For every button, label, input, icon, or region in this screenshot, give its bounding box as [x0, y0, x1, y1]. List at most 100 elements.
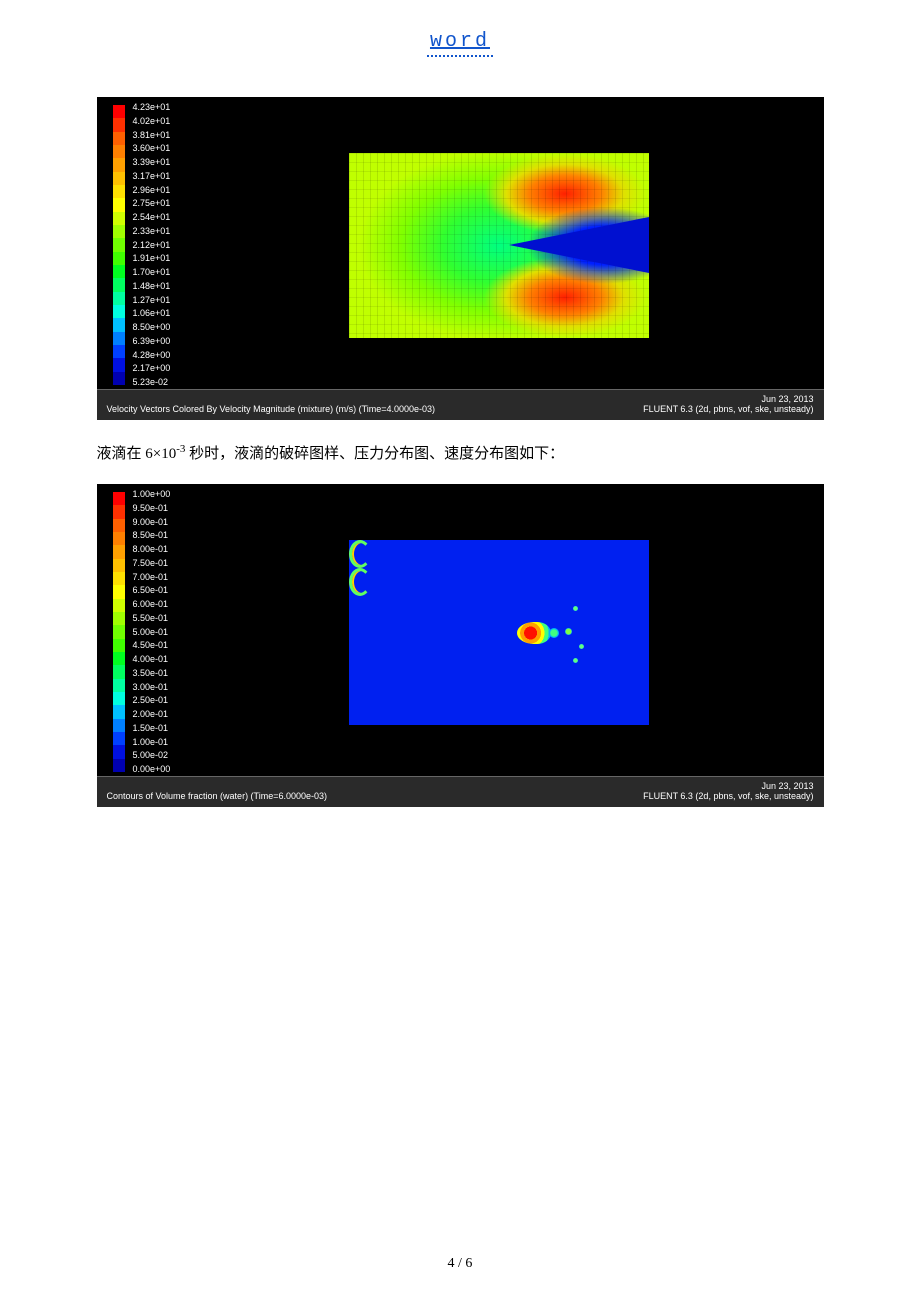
droplet-tail: [549, 628, 559, 638]
figure2-footer-left: Contours of Volume fraction (water) (Tim…: [107, 791, 328, 801]
droplet-dot-3: [573, 658, 578, 663]
caption-exponent: -3: [176, 443, 185, 455]
colorbar-segment: [113, 292, 125, 305]
colorbar-segment: [113, 572, 125, 585]
colorbar-label: 6.00e-01: [133, 600, 171, 609]
droplet-main: [517, 622, 551, 644]
figure2-footer: Contours of Volume fraction (water) (Tim…: [97, 776, 824, 807]
colorbar-segment: [113, 265, 125, 278]
colorbar-label: 1.06e+01: [133, 309, 171, 318]
colorbar-label: 2.54e+01: [133, 213, 171, 222]
colorbar-label: 5.50e-01: [133, 614, 171, 623]
caption: 液滴在 6×10-3 秒时，液滴的破碎图样、压力分布图、速度分布图如下：: [97, 440, 824, 468]
colorbar-segment: [113, 585, 125, 598]
figure2-colorbar-labels: 1.00e+00 9.50e-01 9.00e-01 8.50e-01 8.00e-01…: [133, 490, 171, 774]
colorbar-segment: [113, 705, 125, 718]
header-word-link[interactable]: word: [427, 30, 493, 57]
colorbar-segment: [113, 652, 125, 665]
colorbar-segment: [113, 185, 125, 198]
colorbar-segment: [113, 505, 125, 518]
colorbar-segment: [113, 318, 125, 331]
colorbar-segment: [113, 599, 125, 612]
figure1-colorbar: [113, 105, 125, 385]
colorbar-segment: [113, 332, 125, 345]
colorbar-label: 4.50e-01: [133, 641, 171, 650]
figure1-plot-area: [170, 103, 817, 387]
colorbar-label: 1.70e+01: [133, 268, 171, 277]
colorbar-segment: [113, 679, 125, 692]
colorbar-label: 0.00e+00: [133, 765, 171, 774]
caption-prefix: 液滴在 6×10: [97, 446, 177, 462]
colorbar-label: 3.39e+01: [133, 158, 171, 167]
colorbar-label: 5.00e-01: [133, 628, 171, 637]
colorbar-segment: [113, 745, 125, 758]
colorbar-segment: [113, 145, 125, 158]
colorbar-label: 2.75e+01: [133, 199, 171, 208]
colorbar-label: 2.00e-01: [133, 710, 171, 719]
colorbar-label: 2.17e+00: [133, 364, 171, 373]
colorbar-label: 4.00e-01: [133, 655, 171, 664]
colorbar-label: 2.50e-01: [133, 696, 171, 705]
caption-suffix: 秒时，液滴的破碎图样、压力分布图、速度分布图如下：: [185, 446, 564, 462]
colorbar-segment: [113, 692, 125, 705]
figure2-colorbar-col: 1.00e+00 9.50e-01 9.00e-01 8.50e-01 8.00e-01…: [103, 490, 171, 774]
colorbar-label: 8.50e+00: [133, 323, 171, 332]
colorbar-label: 6.39e+00: [133, 337, 171, 346]
figure2-footer-solver: FLUENT 6.3 (2d, pbns, vof, ske, unsteady…: [643, 791, 813, 801]
colorbar-segment: [113, 252, 125, 265]
colorbar-segment: [113, 172, 125, 185]
colorbar-segment: [113, 372, 125, 385]
figure1-footer-left: Velocity Vectors Colored By Velocity Mag…: [107, 404, 436, 414]
colorbar-segment: [113, 759, 125, 772]
colorbar-segment: [113, 225, 125, 238]
figure1-colorbar-labels: 4.23e+014.02e+013.81e+013.60e+013.39e+01…: [133, 103, 171, 387]
colorbar-label: 1.27e+01: [133, 296, 171, 305]
figure1-blue-wedge: [509, 217, 649, 273]
colorbar-label: 1.50e-01: [133, 724, 171, 733]
colorbar-label: 1.00e+00: [133, 490, 171, 499]
droplet-satellite-1: [565, 628, 572, 635]
colorbar-segment: [113, 305, 125, 318]
droplet-dot-2: [579, 644, 584, 649]
figure2-plot-area: [170, 490, 817, 774]
figure2-panel: 1.00e+00 9.50e-01 9.00e-01 8.50e-01 8.00e-01…: [97, 484, 824, 807]
page: word 4.23e+014.02e+013.81e+013.60e+013.3…: [0, 0, 920, 1302]
figure1-footer-date: Jun 23, 2013: [643, 394, 813, 404]
page-number: 4 / 6: [0, 1256, 920, 1272]
colorbar-segment: [113, 719, 125, 732]
droplet-dot-1: [573, 606, 578, 611]
colorbar-label: 3.17e+01: [133, 172, 171, 181]
figure1-panel: 4.23e+014.02e+013.81e+013.60e+013.39e+01…: [97, 97, 824, 420]
colorbar-segment: [113, 345, 125, 358]
colorbar-label: 3.50e-01: [133, 669, 171, 678]
figure1-footer: Velocity Vectors Colored By Velocity Mag…: [97, 389, 824, 420]
colorbar-segment: [113, 212, 125, 225]
colorbar-segment: [113, 665, 125, 678]
colorbar-segment: [113, 545, 125, 558]
colorbar-segment: [113, 519, 125, 532]
colorbar-label: 3.60e+01: [133, 144, 171, 153]
colorbar-segment: [113, 732, 125, 745]
colorbar-segment: [113, 238, 125, 251]
colorbar-segment: [113, 198, 125, 211]
colorbar-label: 9.00e-01: [133, 518, 171, 527]
colorbar-segment: [113, 118, 125, 131]
colorbar-segment: [113, 158, 125, 171]
colorbar-label: 8.50e-01: [133, 531, 171, 540]
colorbar-label: 2.96e+01: [133, 186, 171, 195]
figure2-colorbar: [113, 492, 125, 772]
colorbar-label: 8.00e-01: [133, 545, 171, 554]
colorbar-segment: [113, 559, 125, 572]
colorbar-label: 5.23e-02: [133, 378, 171, 387]
colorbar-segment: [113, 132, 125, 145]
colorbar-label: 7.50e-01: [133, 559, 171, 568]
colorbar-segment: [113, 492, 125, 505]
colorbar-label: 5.00e-02: [133, 751, 171, 760]
figure1-footer-right: Jun 23, 2013 FLUENT 6.3 (2d, pbns, vof, …: [643, 394, 813, 414]
colorbar-segment: [113, 532, 125, 545]
colorbar-segment: [113, 358, 125, 371]
colorbar-label: 1.48e+01: [133, 282, 171, 291]
header-wrap: word: [0, 30, 920, 97]
colorbar-label: 9.50e-01: [133, 504, 171, 513]
colorbar-segment: [113, 625, 125, 638]
